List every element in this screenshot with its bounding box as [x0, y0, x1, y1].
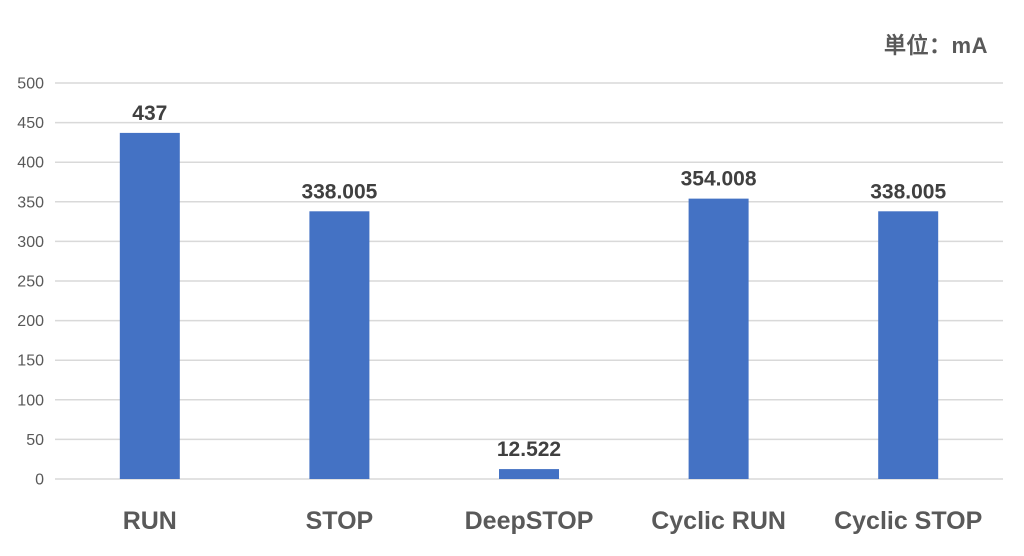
- bar-cyclic-run: [688, 198, 749, 479]
- bar-run: [119, 132, 180, 479]
- y-axis-tick-label: 400: [17, 155, 44, 172]
- bar-stop: [309, 211, 370, 479]
- x-axis-category-label-cyclic-run: Cyclic RUN: [651, 507, 786, 535]
- bar-value-label-cyclic-stop: 338.005: [870, 180, 946, 203]
- bar-cyclic-stop: [878, 211, 939, 479]
- x-axis-category-label-cyclic-stop: Cyclic STOP: [834, 507, 982, 535]
- y-axis-tick-label: 250: [17, 274, 44, 291]
- y-axis-tick-label: 500: [17, 76, 44, 93]
- y-axis-tick-label: 50: [26, 432, 44, 449]
- bar-value-label-stop: 338.005: [301, 180, 377, 203]
- bar-value-label-cyclic-run: 354.008: [681, 168, 757, 191]
- bar-value-label-deepstop: 12.522: [497, 438, 561, 461]
- y-axis-tick-label: 450: [17, 115, 44, 132]
- x-axis-category-label-deepstop: DeepSTOP: [465, 507, 594, 535]
- y-axis-tick-label: 300: [17, 234, 44, 251]
- bar-value-label-run: 437: [132, 102, 167, 125]
- x-axis-category-label-run: RUN: [123, 507, 177, 535]
- y-axis-tick-label: 100: [17, 392, 44, 409]
- y-axis-tick-label: 150: [17, 353, 44, 370]
- y-axis-tick-label: 350: [17, 194, 44, 211]
- y-axis-tick-label: 200: [17, 313, 44, 330]
- x-axis-category-label-stop: STOP: [306, 507, 374, 535]
- bar-deepstop: [499, 469, 559, 479]
- y-axis-tick-label: 0: [35, 472, 44, 489]
- unit-label: 単位：mA: [884, 33, 988, 58]
